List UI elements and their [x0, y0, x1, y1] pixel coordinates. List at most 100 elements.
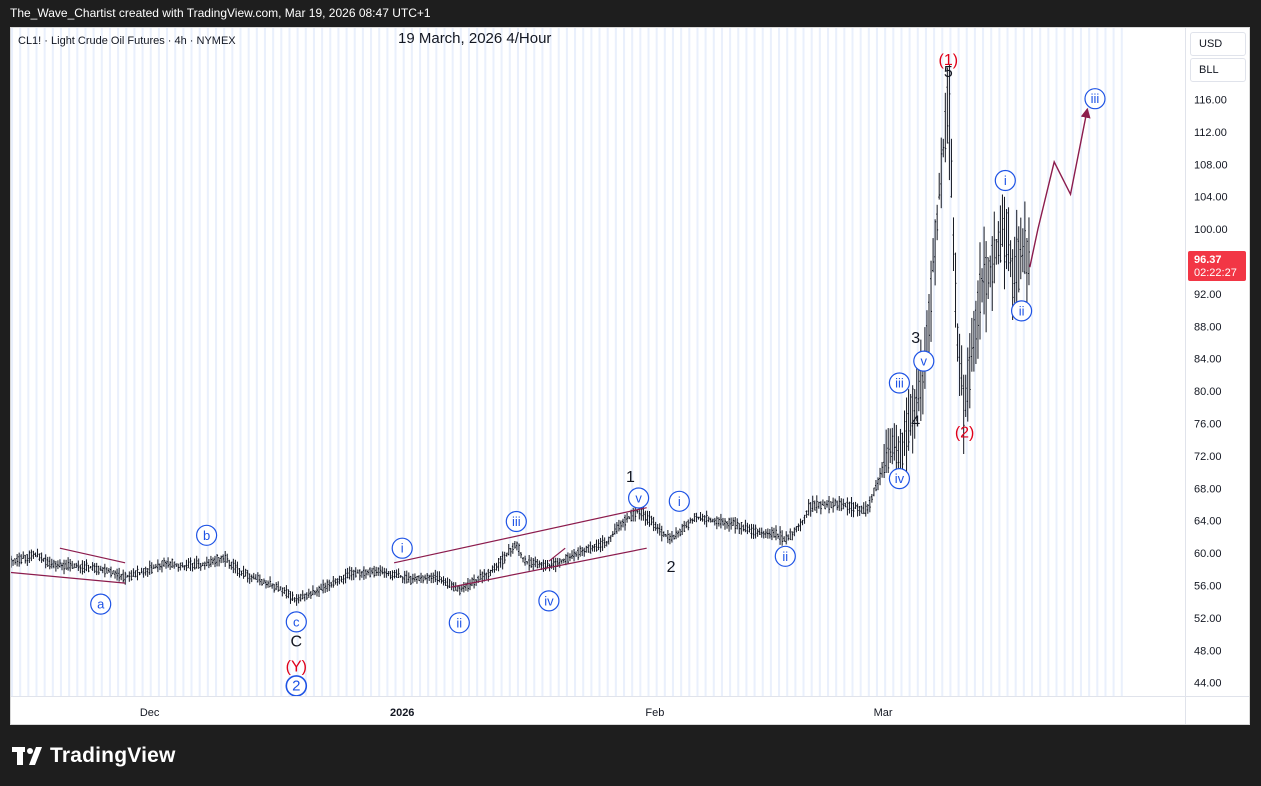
session-band	[361, 28, 364, 696]
candle	[856, 503, 859, 517]
candle	[691, 518, 694, 524]
candle	[526, 561, 529, 565]
candle	[962, 374, 965, 454]
session-band	[467, 28, 470, 696]
wave-label[interactable]: (1)	[939, 52, 959, 69]
session-band	[492, 28, 495, 696]
session-band	[59, 28, 62, 696]
wave-label[interactable]: 5	[944, 64, 953, 81]
wave-label[interactable]: 4	[911, 413, 920, 430]
tradingview-logo[interactable]: TradingView	[12, 744, 176, 768]
session-band	[223, 28, 226, 696]
trendline-4[interactable]	[450, 547, 647, 588]
candle	[854, 501, 857, 509]
session-band	[1006, 28, 1009, 696]
wave-label[interactable]: iii	[1084, 88, 1106, 110]
candle	[218, 557, 221, 567]
wave-label-text: i	[401, 541, 404, 556]
session-band	[761, 28, 764, 696]
wave-label[interactable]: C	[291, 634, 303, 651]
wave-label[interactable]: iv	[538, 590, 560, 612]
candle	[726, 521, 729, 529]
wave-label[interactable]: ii	[448, 612, 470, 634]
trendline-1[interactable]	[59, 547, 126, 564]
wave-label[interactable]: (2)	[955, 425, 975, 442]
projection-path[interactable]	[1029, 107, 1091, 268]
unit-button[interactable]: BLL	[1190, 58, 1246, 82]
session-band	[892, 28, 895, 696]
candle	[699, 512, 702, 522]
session-band	[92, 28, 95, 696]
candle	[993, 211, 996, 284]
wave-label[interactable]: 2	[285, 675, 308, 697]
wave-label[interactable]: v	[627, 487, 650, 509]
candle	[511, 542, 514, 554]
candle	[1019, 217, 1022, 280]
wave-label[interactable]: i	[994, 169, 1016, 192]
candle	[438, 571, 441, 583]
wave-label[interactable]: 2	[667, 559, 676, 576]
candle	[889, 428, 892, 463]
candle	[228, 559, 231, 569]
candle	[134, 570, 137, 578]
candle	[297, 594, 300, 604]
wave-label[interactable]: a	[90, 593, 112, 615]
candle	[403, 570, 406, 584]
trendline-2[interactable]	[11, 571, 126, 584]
candle	[791, 531, 794, 541]
candle	[24, 554, 27, 564]
candle	[32, 550, 35, 559]
candle	[838, 496, 841, 511]
candle	[311, 585, 314, 596]
trendline-3[interactable]	[393, 507, 647, 564]
wave-label[interactable]: iii	[888, 372, 911, 394]
candle	[81, 560, 84, 575]
candle	[983, 226, 986, 315]
candle	[250, 574, 253, 583]
candle	[1007, 207, 1010, 272]
wave-label[interactable]: iv	[888, 468, 911, 490]
candle	[1027, 217, 1030, 286]
candle	[67, 557, 70, 571]
candle	[56, 560, 59, 570]
candle	[617, 519, 620, 532]
wave-label[interactable]: v	[913, 350, 935, 372]
candle	[703, 515, 706, 525]
candle	[742, 524, 745, 532]
wave-label[interactable]: i	[391, 537, 413, 559]
wave-label[interactable]: c	[285, 611, 307, 633]
wave-label[interactable]: 3	[911, 330, 920, 347]
wave-label[interactable]: (Y)	[286, 659, 307, 676]
candle	[756, 528, 759, 537]
candle	[193, 558, 196, 570]
session-band	[206, 28, 209, 696]
wave-label[interactable]: ii	[1010, 300, 1033, 322]
candle	[54, 560, 57, 572]
session-band	[419, 28, 422, 696]
wave-label-text: iii	[895, 376, 904, 391]
trendline-5[interactable]	[548, 547, 566, 562]
wave-label[interactable]: ii	[774, 545, 796, 567]
candle	[885, 429, 888, 473]
wave-label-text: (Y)	[286, 659, 307, 676]
candle	[874, 480, 877, 492]
wave-label[interactable]: 1	[626, 469, 635, 486]
wave-label[interactable]: iii	[505, 510, 527, 533]
candle	[734, 517, 737, 534]
wave-label[interactable]: i	[668, 490, 690, 512]
y-tick-label: 116.00	[1194, 95, 1227, 107]
candle	[144, 566, 147, 576]
candle	[442, 576, 445, 586]
candle	[897, 436, 900, 470]
candle	[683, 520, 686, 532]
candle	[220, 555, 223, 564]
candle	[995, 239, 998, 265]
wave-label[interactable]: b	[196, 524, 218, 546]
session-band	[321, 28, 324, 696]
candle	[397, 568, 400, 578]
y-tick-label: 108.00	[1194, 159, 1228, 171]
currency-button[interactable]: USD	[1190, 32, 1246, 56]
candle	[226, 553, 229, 563]
